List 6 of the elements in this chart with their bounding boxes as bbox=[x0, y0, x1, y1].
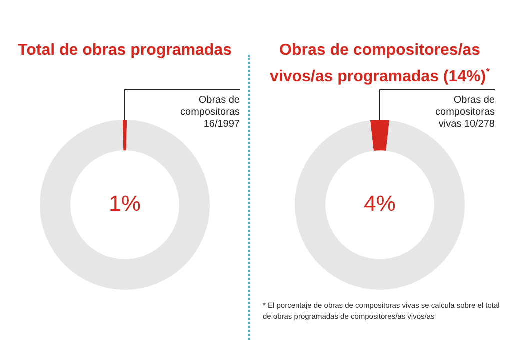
text: 1% bbox=[109, 191, 141, 216]
chart-title: Obras de compositores/as vivos/as programadas (14%)$^{*}$ bbox=[269, 41, 491, 88]
slice-label: Obras de compositoras vivas 10/278 bbox=[436, 94, 496, 130]
slice-label: Obras de compositoras 16/1997 bbox=[180, 94, 240, 130]
text: 4% bbox=[364, 191, 396, 216]
chart-title: Total de obras programadas bbox=[17, 41, 233, 61]
